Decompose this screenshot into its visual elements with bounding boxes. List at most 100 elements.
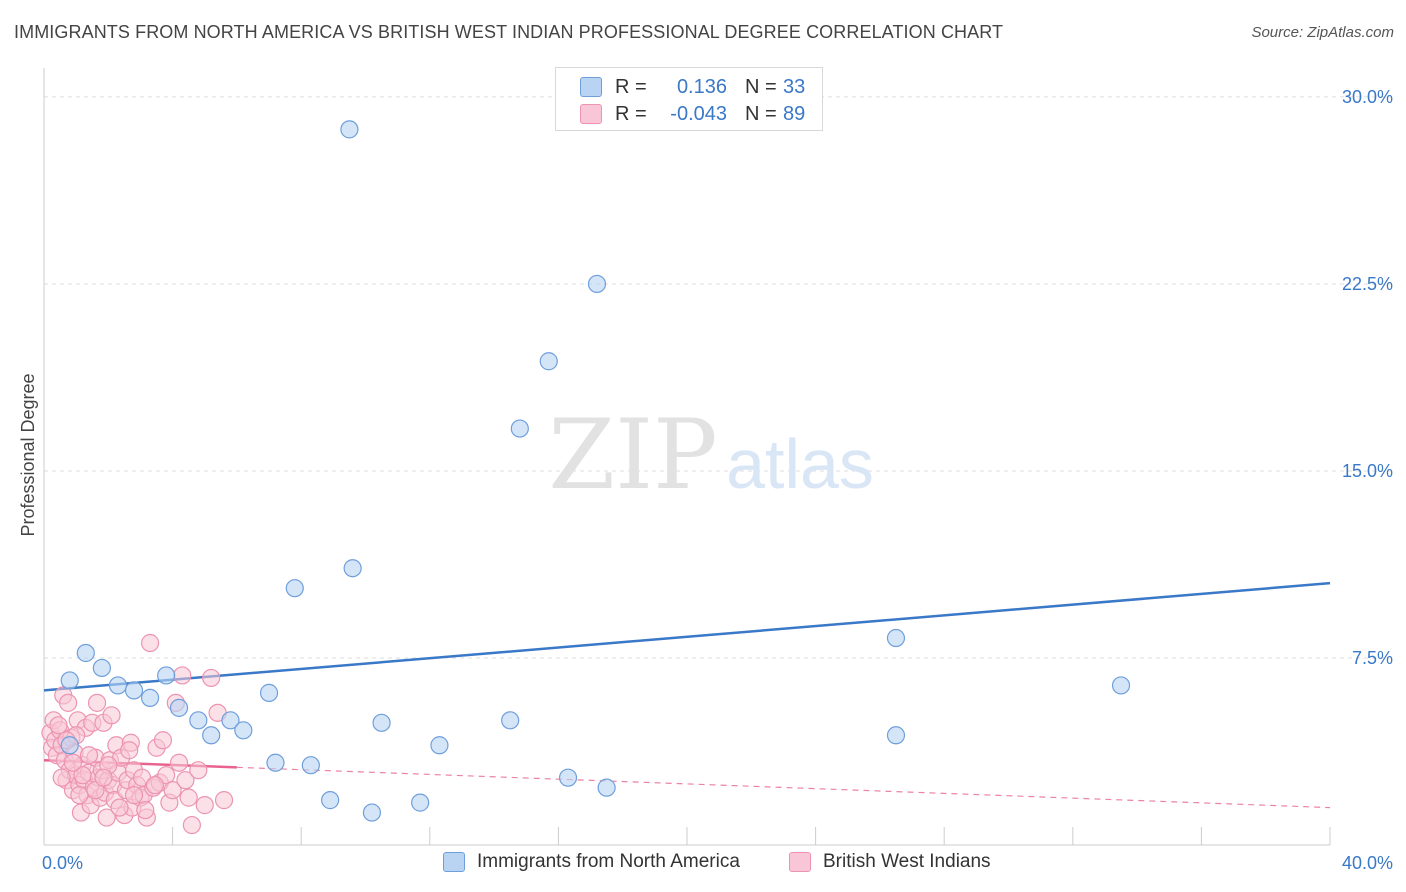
grid-lines <box>44 96 1392 659</box>
data-point-immigrants-north-america <box>60 671 79 690</box>
legend-item-british-west-indians[interactable]: British West Indians <box>789 851 991 873</box>
data-point-immigrants-north-america <box>108 676 128 695</box>
legend-n-label: N = <box>745 102 777 125</box>
data-point-immigrants-north-america <box>285 579 304 598</box>
data-point-immigrants-north-america <box>157 666 176 685</box>
legend-item-immigrants-north-america[interactable]: Immigrants from North America <box>443 851 740 873</box>
data-point-british-west-indians <box>173 666 192 685</box>
data-point-immigrants-north-america <box>597 778 616 797</box>
data-point-british-west-indians <box>49 716 68 735</box>
watermark: ZIP atlas <box>548 399 874 511</box>
trend-line-immigrants-north-america <box>43 581 1331 692</box>
data-point-british-west-indians <box>163 781 182 800</box>
data-point-british-west-indians <box>52 768 71 787</box>
legend-r-label: R = <box>615 75 647 98</box>
legend-r-label: R = <box>615 102 647 125</box>
y-tick-label: 15.0% <box>1342 461 1393 481</box>
data-point-british-west-indians <box>87 693 107 712</box>
data-point-immigrants-north-america <box>1111 676 1131 695</box>
y-tick-label: 7.5% <box>1352 648 1393 668</box>
data-point-british-west-indians <box>79 746 99 765</box>
x-tick-label: 40.0% <box>1342 853 1393 873</box>
data-point-british-west-indians <box>202 668 221 688</box>
x-tick-label: 0.0% <box>42 853 83 873</box>
data-point-british-west-indians <box>124 786 144 805</box>
data-point-immigrants-north-america <box>430 736 449 755</box>
data-point-immigrants-north-america <box>340 120 359 139</box>
data-point-immigrants-north-america <box>343 559 362 578</box>
legend-r-value: -0.043 <box>670 102 727 125</box>
trend-line-british-west-indians-extension <box>236 766 1331 809</box>
data-point-immigrants-north-america <box>140 688 160 707</box>
data-point-immigrants-north-america <box>301 756 320 775</box>
data-point-british-west-indians <box>63 753 83 772</box>
legend-swatch-blue <box>443 852 465 872</box>
data-point-immigrants-north-america <box>202 726 221 745</box>
legend-r-value: 0.136 <box>676 75 727 98</box>
data-point-immigrants-north-america <box>234 721 253 740</box>
data-point-british-west-indians <box>94 768 113 787</box>
tick-labels: 7.5% 15.0% 22.5% 30.0% 0.0% 40.0% <box>42 87 1393 873</box>
data-point-immigrants-north-america <box>558 768 578 787</box>
watermark-atlas: atlas <box>726 425 874 503</box>
data-point-british-west-indians <box>59 693 78 712</box>
data-point-immigrants-north-america <box>539 352 558 371</box>
legend-row-blue: R = 0.136 N = 33 <box>580 74 805 100</box>
data-point-british-west-indians <box>189 761 208 780</box>
legend-label: Immigrants from North America <box>477 851 740 872</box>
data-point-immigrants-north-america <box>169 698 189 717</box>
data-point-immigrants-north-america <box>510 419 529 438</box>
data-point-immigrants-north-america <box>259 683 279 702</box>
data-point-immigrants-north-america <box>372 713 391 732</box>
chart-title: IMMIGRANTS FROM NORTH AMERICA VS BRITISH… <box>14 22 1004 42</box>
legend-n-value: 89 <box>783 102 806 125</box>
y-tick-label: 22.5% <box>1342 274 1393 294</box>
data-point-immigrants-north-america <box>411 793 430 812</box>
data-point-british-west-indians <box>136 800 155 820</box>
data-point-british-west-indians <box>214 791 234 810</box>
series-legend: Immigrants from North America British We… <box>0 851 1406 879</box>
data-point-british-west-indians <box>169 753 189 772</box>
data-point-immigrants-north-america <box>321 791 340 810</box>
data-point-immigrants-north-america <box>587 274 607 294</box>
axes <box>43 68 1331 846</box>
data-point-immigrants-north-america <box>501 711 520 730</box>
legend-n-label: N = <box>745 75 777 98</box>
legend-label: British West Indians <box>823 851 991 872</box>
data-point-british-west-indians <box>179 788 198 807</box>
legend-row-pink: R = -0.043 N = 89 <box>580 101 805 127</box>
trend-lines <box>43 581 1331 809</box>
legend-n-value: 33 <box>783 75 806 98</box>
y-tick-label: 30.0% <box>1342 87 1393 107</box>
data-point-immigrants-north-america <box>60 736 79 755</box>
legend-swatch-blue <box>580 77 602 97</box>
data-point-british-west-indians <box>120 741 139 760</box>
legend-swatch-pink <box>789 852 811 872</box>
data-point-immigrants-north-america <box>362 803 382 822</box>
data-point-immigrants-north-america <box>221 711 240 730</box>
data-point-british-west-indians <box>195 796 214 815</box>
data-point-immigrants-north-america <box>76 643 95 663</box>
series-british-west-indians <box>41 633 234 835</box>
data-point-british-west-indians <box>70 786 89 805</box>
data-point-british-west-indians <box>102 706 121 725</box>
legend-swatch-pink <box>580 104 602 124</box>
y-axis-label: Professional Degree <box>18 373 38 536</box>
data-point-british-west-indians <box>97 808 116 827</box>
data-point-immigrants-north-america <box>886 628 906 648</box>
data-point-british-west-indians <box>145 776 165 795</box>
stats-legend: R = 0.136 N = 33 R = -0.043 N = 89 <box>555 67 823 131</box>
data-point-immigrants-north-america <box>189 711 208 730</box>
data-point-immigrants-north-america <box>886 726 906 745</box>
data-point-british-west-indians <box>153 731 173 750</box>
data-point-british-west-indians <box>176 771 195 790</box>
data-point-immigrants-north-america <box>124 681 144 700</box>
data-point-british-west-indians <box>140 633 160 653</box>
data-point-immigrants-north-america <box>92 658 111 678</box>
data-point-immigrants-north-america <box>266 753 285 772</box>
watermark-zip: ZIP <box>548 399 717 511</box>
data-point-british-west-indians <box>110 798 129 817</box>
series-immigrants-north-america <box>60 120 1131 822</box>
data-point-british-west-indians <box>182 815 201 835</box>
